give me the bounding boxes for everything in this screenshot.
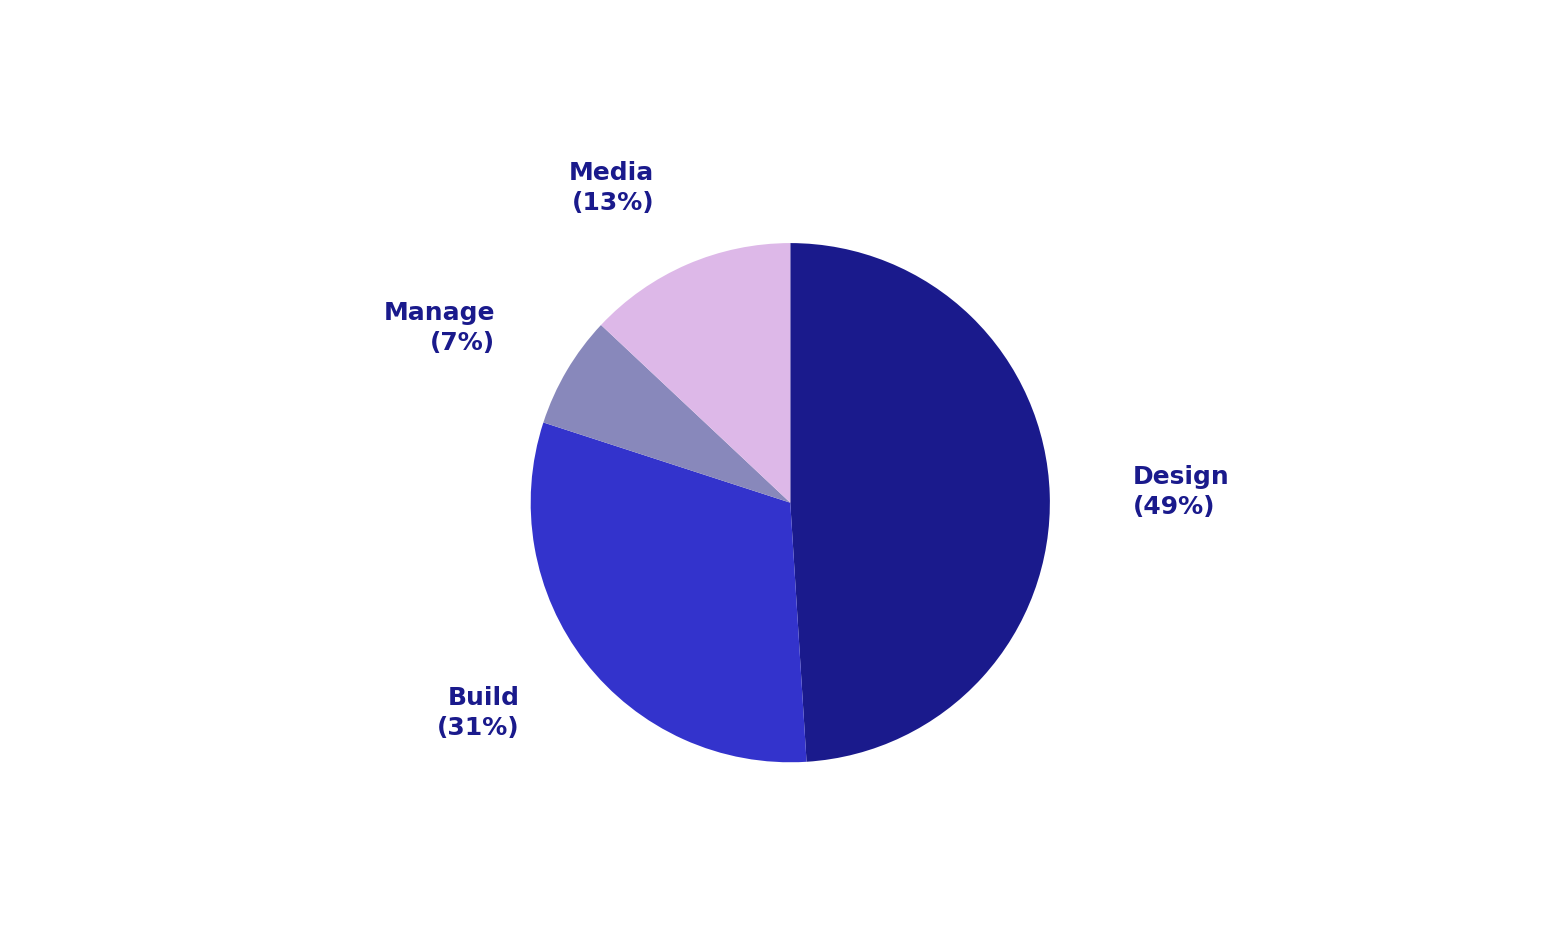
Wedge shape bbox=[530, 423, 806, 762]
Wedge shape bbox=[601, 243, 791, 502]
Text: Design
(49%): Design (49%) bbox=[1133, 465, 1229, 519]
Wedge shape bbox=[790, 243, 1050, 762]
Text: Media
(13%): Media (13%) bbox=[569, 161, 654, 215]
Wedge shape bbox=[543, 325, 791, 502]
Text: Manage
(7%): Manage (7%) bbox=[384, 301, 495, 355]
Text: Build
(31%): Build (31%) bbox=[436, 686, 520, 739]
